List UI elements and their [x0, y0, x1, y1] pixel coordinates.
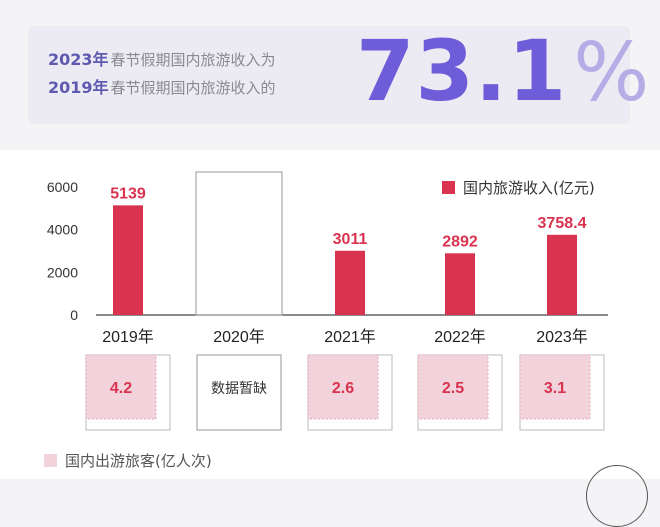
- chart-card: 0 2000 4000 6000 5139 2019年 4.2 2020年数据暂缺 3011 20…: [0, 150, 660, 527]
- traveler-label-4: 3.1: [544, 380, 566, 397]
- banner-text-2023: 春节假期国内旅游收入为: [110, 51, 276, 69]
- revenue-bar-3: [445, 253, 475, 315]
- traveler-label-2: 2.6: [332, 380, 354, 397]
- x-tick-label-0: 2019年: [102, 328, 154, 346]
- traveler-box-border-3: [417, 354, 489, 420]
- missing-data-frame-top-1: [195, 171, 283, 316]
- traveler-box-0: [86, 355, 156, 419]
- traveler-label-3: 2.5: [442, 380, 464, 397]
- traveler-box-border-0: [85, 354, 157, 420]
- y-tick-label-2: 4000: [47, 222, 78, 238]
- revenue-label-0: 5139: [110, 185, 146, 202]
- x-tick-label-4: 2023年: [536, 328, 588, 346]
- banner-text-2019: 春节假期国内旅游收入的: [110, 79, 276, 97]
- banner-line-1: 2023年 春节假期国内旅游收入为: [48, 46, 360, 74]
- legend-revenue-label: 国内旅游收入(亿元): [463, 179, 595, 197]
- revenue-bar-2: [335, 250, 365, 315]
- banner-year-2023: 2023年: [48, 50, 109, 69]
- revenue-label-4: 3758.4: [538, 215, 587, 232]
- revenue-bar-0: [113, 205, 143, 315]
- revenue-label-3: 2892: [442, 233, 478, 250]
- corner-decoration: [586, 465, 648, 527]
- y-tick-label-0: 0: [70, 307, 78, 323]
- x-tick-label-2: 2021年: [324, 328, 376, 346]
- revenue-bar-4: [547, 234, 577, 315]
- traveler-box-border-4: [519, 354, 591, 420]
- traveler-label-0: 4.2: [110, 380, 132, 397]
- y-tick-label-3: 6000: [47, 179, 78, 195]
- traveler-box-2: [308, 355, 378, 419]
- traveler-box-4: [520, 355, 590, 419]
- banner-text: 2023年 春节假期国内旅游收入为 2019年 春节假期国内旅游收入的: [48, 46, 360, 102]
- traveler-box-3: [418, 355, 488, 419]
- x-tick-label-1: 2020年: [213, 328, 265, 346]
- missing-data-label: 数据暂缺: [211, 380, 267, 396]
- legend-travelers: 国内出游旅客(亿人次): [44, 450, 212, 471]
- percent-value: 73.1: [356, 22, 568, 120]
- legend-revenue-swatch: [442, 181, 455, 194]
- legend-travelers-swatch: [44, 454, 57, 467]
- traveler-box-border-2: [307, 354, 379, 420]
- missing-data-frame-bottom-1: [196, 354, 282, 431]
- legend-travelers-label: 国内出游旅客(亿人次): [65, 452, 212, 470]
- percent-headline: 73.1%: [356, 22, 650, 120]
- banner-year-2019: 2019年: [48, 78, 109, 97]
- banner-line-2: 2019年 春节假期国内旅游收入的: [48, 74, 360, 102]
- x-tick-label-3: 2022年: [434, 328, 486, 346]
- percent-symbol: %: [573, 26, 651, 119]
- revenue-label-2: 3011: [333, 231, 368, 248]
- headline-banner: 2023年 春节假期国内旅游收入为 2019年 春节假期国内旅游收入的 73.1%: [28, 22, 649, 124]
- y-tick-label-1: 2000: [47, 264, 78, 280]
- legend-revenue: 国内旅游收入(亿元): [442, 177, 595, 198]
